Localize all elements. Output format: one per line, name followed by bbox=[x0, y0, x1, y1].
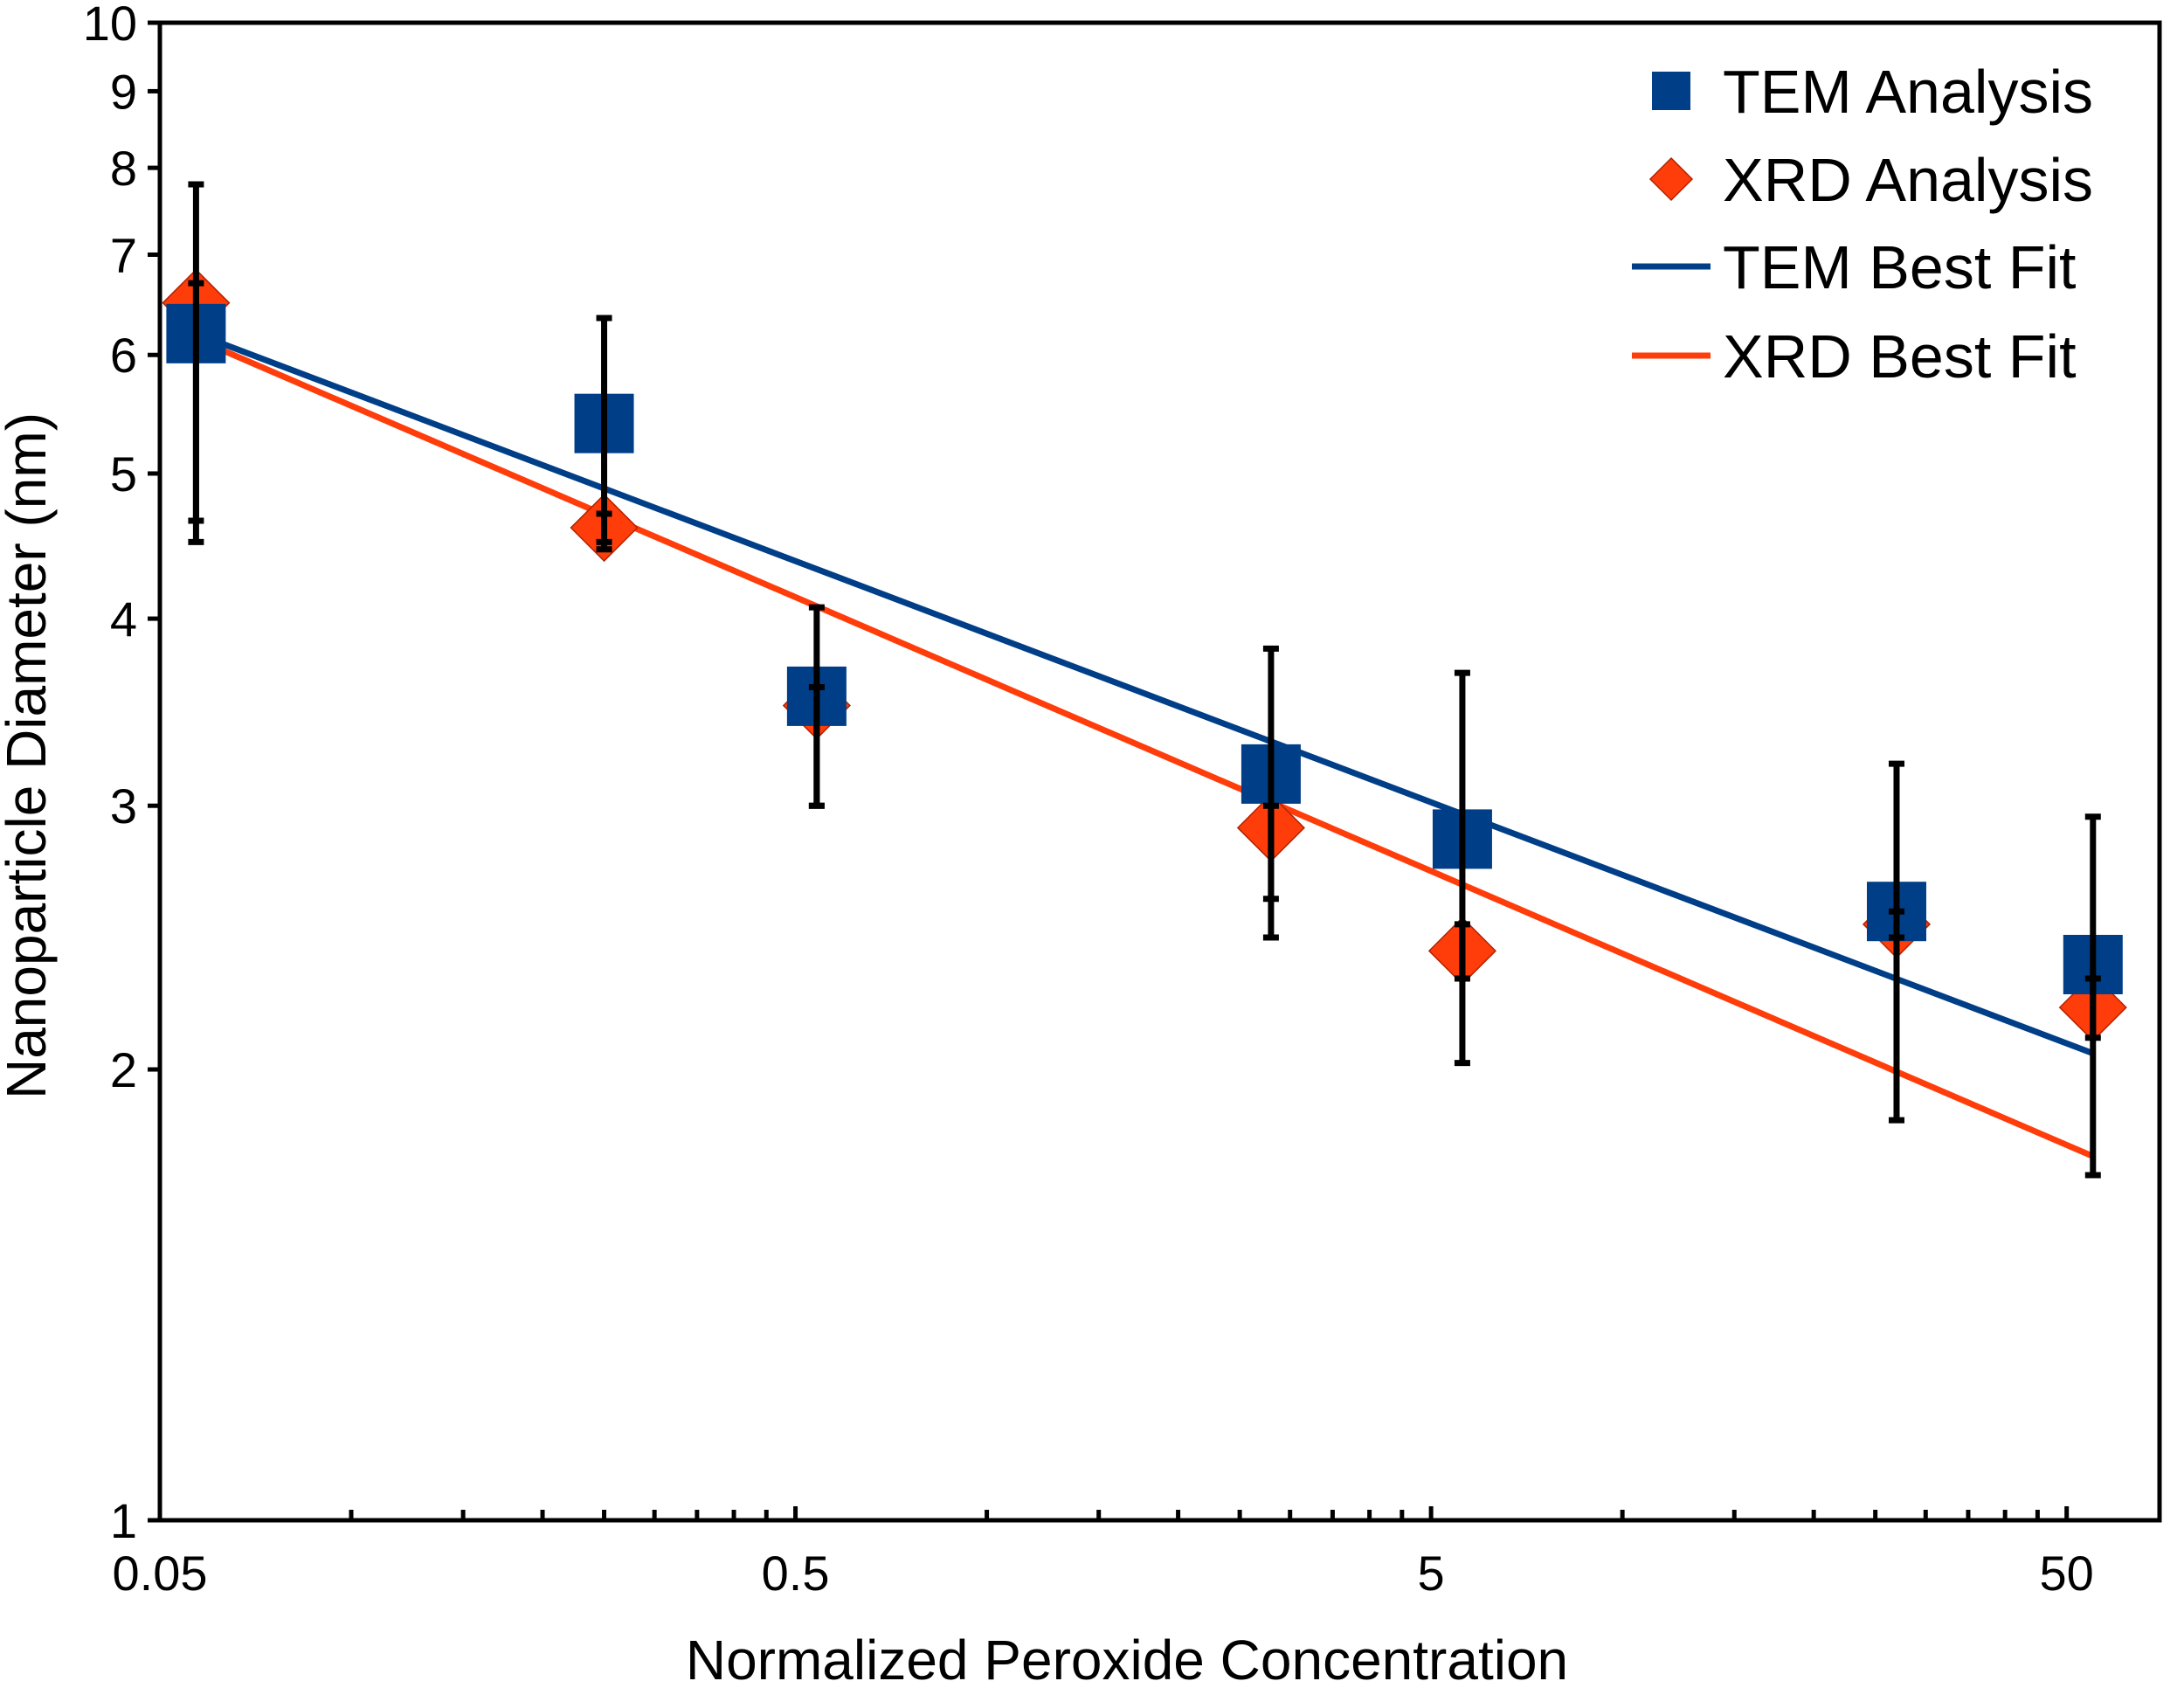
x-tick-label: 0.05 bbox=[113, 1546, 208, 1601]
legend: TEM Analysis XRD Analysis TEM Best Fit XRD … bbox=[1632, 58, 2093, 391]
y-tick-label: 8 bbox=[110, 141, 137, 196]
legend-xrd-best-fit-label: XRD Best Fit bbox=[1723, 322, 2077, 391]
x-tick-label: 0.5 bbox=[762, 1546, 830, 1601]
y-tick-label: 2 bbox=[110, 1042, 137, 1097]
legend-xrd-analysis-label: XRD Analysis bbox=[1723, 146, 2093, 214]
y-tick-label: 10 bbox=[83, 0, 137, 51]
y-tick-label: 6 bbox=[110, 328, 137, 383]
plot-area: 1 2 3 4 5 6 7 8 9 10 0.05 0.5 5 50 bbox=[83, 0, 2162, 1601]
x-tick-label: 5 bbox=[1418, 1546, 1445, 1601]
x-tick-label: 50 bbox=[2040, 1546, 2094, 1601]
x-axis-title: Normalized Peroxide Concentration bbox=[686, 1629, 1568, 1692]
y-tick-label: 9 bbox=[110, 64, 137, 119]
y-tick-label: 3 bbox=[110, 778, 137, 834]
legend-tem-best-fit-label: TEM Best Fit bbox=[1723, 233, 2076, 301]
plot-frame bbox=[157, 20, 2162, 1523]
y-tick-label: 4 bbox=[110, 592, 137, 647]
y-tick-label: 7 bbox=[110, 228, 137, 283]
legend-xrd-analysis-marker bbox=[1648, 156, 1694, 202]
xrd-best-fit-line bbox=[195, 336, 2095, 1159]
y-tick-label: 5 bbox=[110, 446, 137, 502]
y-axis-title: Nanoparticle Diameter (nm) bbox=[0, 412, 58, 1099]
y-tick-label: 1 bbox=[110, 1493, 137, 1548]
legend-tem-analysis-marker bbox=[1652, 72, 1690, 110]
tem-best-fit-line bbox=[195, 330, 2095, 1056]
legend-tem-analysis-label: TEM Analysis bbox=[1723, 58, 2093, 126]
